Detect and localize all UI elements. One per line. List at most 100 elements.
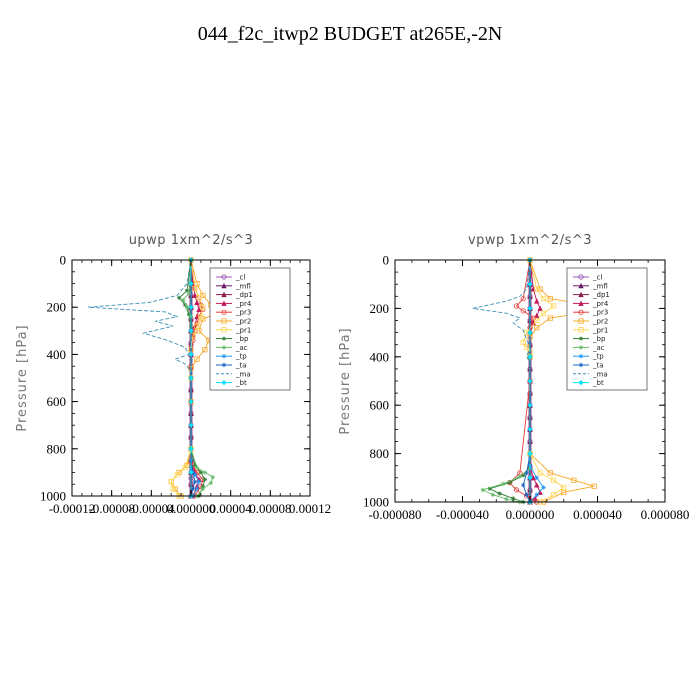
- series-point-pr1: [170, 486, 176, 492]
- legend-marker: [221, 345, 227, 350]
- series-point-bt: [527, 305, 533, 312]
- legend-label: _bt: [235, 379, 247, 387]
- series-point-tp: [194, 486, 200, 492]
- series-point-pr4: [194, 299, 200, 305]
- series-point-pr3: [520, 296, 526, 302]
- series-point-ac: [194, 465, 200, 470]
- legend-label: _ac: [592, 344, 605, 352]
- series-point-bp: [510, 496, 516, 501]
- legend-marker: [578, 282, 584, 289]
- legend-label: _pr2: [592, 318, 608, 326]
- legend-marker: [221, 354, 227, 359]
- series-point-pr1: [196, 295, 202, 301]
- series-point-ta: [524, 470, 529, 476]
- x-tick-label: -0.00012: [49, 501, 96, 516]
- series-point-pr1: [182, 465, 188, 471]
- series-point-pr1: [551, 492, 557, 498]
- series-point-bp: [200, 484, 206, 489]
- series-point-pr2: [547, 470, 553, 476]
- legend-box: [566, 267, 648, 391]
- series-point-tp: [541, 485, 546, 490]
- legend-label: _pr1: [592, 326, 608, 334]
- series-point-bt: [527, 354, 533, 360]
- legend-label: _mfl: [235, 282, 251, 290]
- legend-marker: [578, 291, 584, 298]
- y-tick-label: 200: [47, 300, 67, 315]
- legend-label: _bp: [592, 335, 606, 343]
- series-point-pr1: [524, 344, 530, 350]
- x-tick-label: 0.00008: [249, 501, 291, 516]
- y-tick-label: 600: [47, 394, 67, 409]
- series-point-ac: [200, 486, 206, 492]
- legend-label: _pr3: [592, 309, 608, 317]
- legend-label: _ta: [592, 362, 604, 370]
- series-point-tp: [196, 479, 202, 485]
- legend-marker: [578, 309, 584, 315]
- y-axis-label: Pressure [hPa]: [338, 327, 353, 434]
- series-point-pr4: [192, 292, 198, 298]
- series-point-bp: [182, 302, 188, 308]
- figure-title: 044_f2c_itwp2 BUDGET at265E,-2N: [198, 23, 503, 45]
- series-point-pr1: [551, 303, 557, 309]
- series-point-ta: [192, 479, 198, 485]
- legend-marker: [221, 318, 227, 324]
- series-point-pr1: [540, 310, 547, 316]
- y-tick-label: 0: [383, 253, 390, 268]
- series-point-bt: [188, 446, 194, 452]
- series-point-ac: [186, 290, 192, 296]
- series-point-bp: [198, 470, 204, 475]
- legend-label: _pr2: [235, 318, 251, 326]
- legend-marker: [221, 274, 227, 280]
- series-point-pr3: [513, 303, 520, 309]
- series-point-ta: [524, 492, 529, 497]
- series-point-bt: [527, 450, 533, 457]
- y-tick-label: 200: [370, 301, 390, 316]
- x-tick-label: 0.000000: [506, 507, 555, 522]
- series-point-pr1: [168, 479, 174, 485]
- series-point-ta: [190, 486, 196, 492]
- series-point-bt: [188, 422, 194, 428]
- series-point-pr2: [571, 477, 577, 483]
- legend-label: _dp1: [592, 291, 610, 299]
- series-point-bp: [192, 463, 198, 468]
- series-point-pr2: [534, 325, 540, 331]
- y-tick-label: 400: [47, 347, 67, 362]
- legend-marker: [578, 327, 584, 333]
- legend-marker: [221, 379, 227, 386]
- series-point-pr1: [540, 296, 547, 302]
- legend-label: _bp: [235, 335, 249, 343]
- y-tick-label: 1000: [40, 489, 66, 504]
- series-point-ac: [202, 470, 208, 475]
- series-point-bt: [188, 469, 194, 476]
- series-point-ac: [480, 487, 485, 493]
- x-tick-label: 0.00004: [210, 501, 253, 516]
- y-tick-label: 0: [60, 253, 67, 268]
- series-point-pr1: [561, 484, 567, 491]
- legend-label: _cl: [235, 274, 245, 282]
- y-tick-label: 1000: [363, 495, 389, 510]
- series-point-pr2: [547, 315, 553, 321]
- series-point-bt: [527, 426, 533, 433]
- series-point-pr2: [591, 483, 597, 489]
- series-point-pr1: [200, 304, 206, 310]
- series-point-bp: [507, 480, 512, 485]
- legend-label: _bt: [592, 379, 604, 387]
- series-point-bt: [188, 398, 194, 405]
- legend: _cl_mfl_dp1_pr4_pr3_pr2_pr1_bp_ac_tp_ta_…: [209, 267, 291, 391]
- series-point-pr2: [194, 356, 200, 362]
- legend-label: _ac: [235, 344, 248, 352]
- legend-marker: [221, 309, 227, 315]
- series-point-pr3: [513, 487, 520, 493]
- x-tick-label: -0.00004: [128, 501, 175, 516]
- legend: _cl_mfl_dp1_pr4_pr3_pr2_pr1_bp_ac_tp_ta_…: [566, 267, 648, 391]
- series-point-pr1: [194, 323, 200, 329]
- series-point-pr4: [537, 305, 543, 311]
- series-point-bt: [527, 378, 533, 384]
- series-point-bt: [527, 402, 533, 408]
- series-point-pr2: [202, 347, 208, 353]
- series-point-pr1: [534, 317, 540, 324]
- series-line-ma: [87, 259, 192, 496]
- y-tick-label: 400: [370, 349, 390, 364]
- x-tick-label: 0.000000: [167, 501, 216, 516]
